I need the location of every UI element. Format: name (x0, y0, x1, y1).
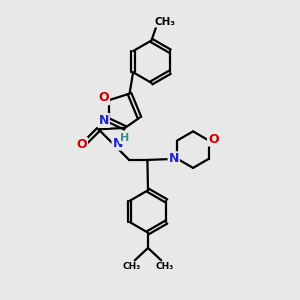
Text: O: O (76, 138, 87, 151)
Text: O: O (98, 91, 109, 104)
Text: CH₃: CH₃ (123, 262, 141, 271)
Text: CH₃: CH₃ (155, 262, 173, 271)
Text: N: N (169, 152, 179, 165)
Text: N: N (98, 114, 109, 127)
Text: CH₃: CH₃ (154, 16, 176, 27)
Text: H: H (120, 133, 130, 143)
Text: O: O (208, 133, 219, 146)
Text: N: N (112, 137, 123, 150)
